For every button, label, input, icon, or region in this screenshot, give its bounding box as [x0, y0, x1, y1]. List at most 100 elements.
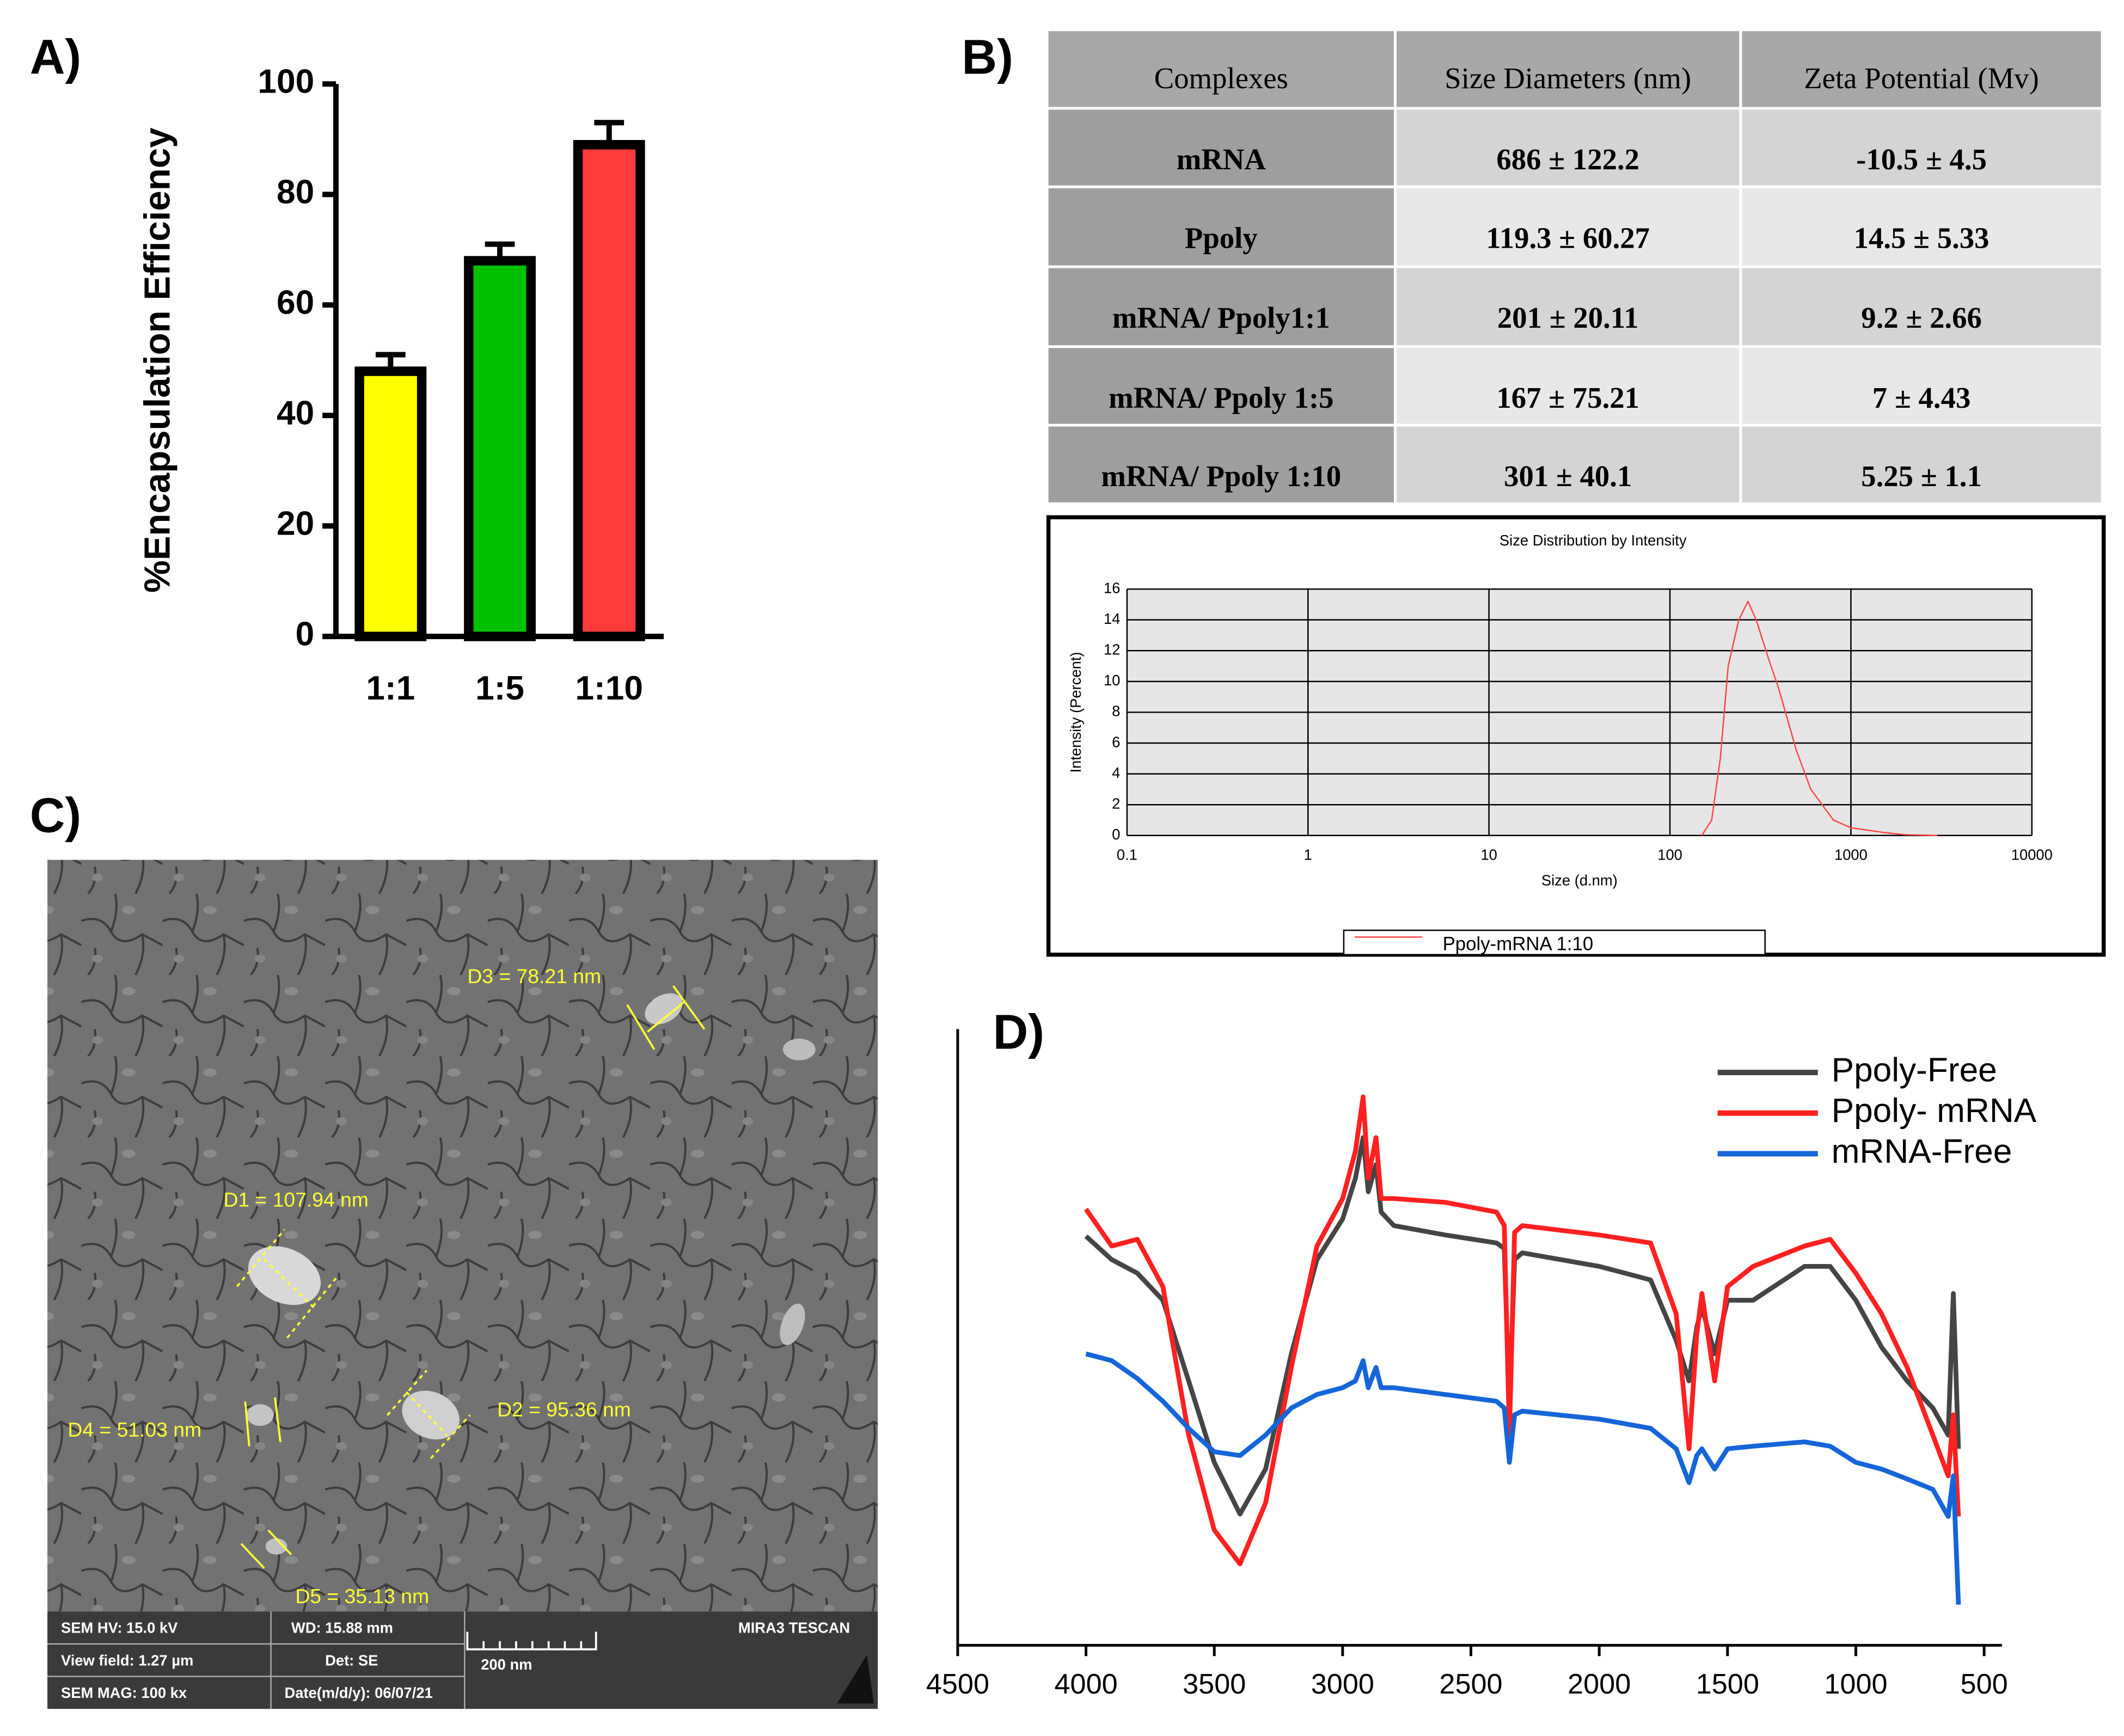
x-tick-label: 2500 — [1439, 1668, 1502, 1700]
table-text: mRNA/ Ppoly 1:5 — [1109, 381, 1333, 414]
sem-info-bar — [47, 1611, 878, 1709]
y-tick-label: 100 — [258, 63, 314, 101]
sem-info: SEM HV: 15.0 kV — [61, 1620, 178, 1636]
table-cell — [1045, 424, 1397, 505]
sem-info: Date(m/d/y): 06/07/21 — [284, 1684, 432, 1701]
y-tick-label: 0 — [296, 616, 315, 653]
x-axis-label: Size (d.nm) — [1541, 872, 1618, 889]
y-tick-label: 4 — [1112, 764, 1120, 781]
measurement-label: D5 = 35.13 nm — [295, 1585, 429, 1608]
table-text: mRNA — [1177, 143, 1266, 176]
x-tick-label: 10000 — [2011, 846, 2053, 863]
y-tick-label: 60 — [277, 284, 314, 322]
table-text: Ppoly — [1185, 221, 1258, 254]
measurement-label: D2 = 95.36 nm — [497, 1398, 631, 1421]
sem-info: SEM MAG: 100 kx — [61, 1684, 187, 1701]
series-line — [1701, 600, 1937, 837]
series-line — [1085, 1351, 1961, 1605]
x-tick-label: 1000 — [1824, 1668, 1887, 1700]
x-tick-label: 10 — [1480, 846, 1497, 863]
x-tick-label: 3000 — [1311, 1668, 1374, 1700]
y-axis-label: Intensity (Percent) — [1067, 652, 1084, 772]
y-axis-label: %Encapsulation Efficiency — [137, 127, 177, 593]
y-tick-label: 40 — [277, 395, 314, 432]
table-cell — [1739, 345, 2104, 427]
x-tick-label: 0.1 — [1117, 846, 1137, 863]
sem-info: 200 nm — [481, 1656, 532, 1673]
table-cell — [1739, 265, 2104, 348]
y-tick-label: 16 — [1104, 579, 1120, 596]
table-text: 14.5 ± 5.33 — [1854, 221, 1990, 254]
table-cell — [1045, 28, 1397, 110]
particle — [402, 1390, 460, 1440]
table-text: mRNA/ Ppoly 1:10 — [1101, 459, 1341, 493]
y-tick-label: 10 — [1104, 672, 1120, 689]
sem-image — [47, 860, 878, 1709]
table-cell — [1394, 265, 1742, 348]
sem-background — [47, 860, 878, 1612]
x-tick-label: 1500 — [1696, 1668, 1759, 1700]
table-text: 119.3 ± 60.27 — [1486, 221, 1650, 254]
x-tick-label: 1 — [1304, 846, 1312, 863]
measure-lines — [236, 985, 706, 1569]
table-cell — [1739, 424, 2104, 505]
table-header: Zeta Potential (Mv) — [1804, 62, 2039, 95]
y-tick-label: 6 — [1112, 733, 1120, 750]
table-text: 7 ± 4.43 — [1872, 381, 1971, 414]
x-tick-label: 3500 — [1183, 1668, 1246, 1700]
legend-label: mRNA-Free — [1832, 1133, 2012, 1170]
legend-label: Ppoly-Free — [1832, 1052, 1997, 1089]
y-tick-label: 0 — [1112, 826, 1120, 843]
x-tick-label: 1:1 — [366, 670, 415, 707]
table-text: 301 ± 40.1 — [1504, 459, 1632, 493]
table-cell — [1394, 345, 1742, 427]
table-text: -10.5 ± 4.5 — [1856, 143, 1987, 176]
chart-title: Size Distribution by Intensity — [1499, 532, 1687, 549]
table-cell — [1045, 265, 1397, 348]
y-tick-label: 8 — [1112, 703, 1120, 720]
sem-info-grid — [47, 1611, 466, 1709]
series-line — [1084, 1094, 1961, 1567]
sem-info: View field: 1.27 µm — [61, 1652, 193, 1668]
axes — [333, 84, 664, 640]
y-tick-label: 14 — [1104, 610, 1120, 627]
table-text: 201 ± 20.11 — [1497, 301, 1639, 334]
table-cell — [1394, 424, 1742, 505]
y-tick-label: 12 — [1104, 641, 1120, 658]
table-cell — [1045, 345, 1397, 427]
sem-info: WD: 15.88 mm — [291, 1620, 393, 1636]
x-tick-label: 1000 — [1834, 846, 1868, 863]
panel-label: B) — [962, 30, 1013, 84]
y-tick-label: 80 — [277, 174, 314, 211]
sem-info: Det: SE — [325, 1652, 378, 1668]
table-text: 167 ± 75.21 — [1496, 381, 1639, 414]
table-cell — [1739, 185, 2104, 268]
particle — [780, 1303, 805, 1345]
x-tick-label: 4000 — [1054, 1668, 1117, 1700]
bar — [573, 140, 645, 641]
particle — [246, 1404, 274, 1426]
x-tick-label: 1:10 — [575, 670, 642, 707]
x-tick-label: 100 — [1657, 846, 1682, 863]
table-cell — [1394, 185, 1742, 268]
table-cell — [1394, 107, 1742, 188]
table-text: mRNA/ Ppoly1:1 — [1112, 301, 1330, 334]
table-text: 686 ± 122.2 — [1496, 143, 1639, 176]
legend-label: Ppoly- mRNA — [1832, 1092, 2037, 1130]
table-header: Size Diameters (nm) — [1444, 62, 1691, 95]
x-tick-label: 2000 — [1568, 1668, 1631, 1700]
particle — [645, 993, 683, 1025]
particle — [782, 1038, 816, 1060]
measurement-label: D1 = 107.94 nm — [224, 1188, 369, 1211]
panel-label: A) — [30, 30, 82, 84]
table-cell — [1394, 28, 1742, 110]
table-header: Complexes — [1154, 62, 1288, 95]
y-tick-label: 20 — [277, 505, 314, 543]
scale-bar — [466, 1631, 597, 1651]
legend-label: Ppoly-mRNA 1:10 — [1443, 933, 1594, 954]
logo — [837, 1654, 874, 1704]
panel-label: D) — [993, 1005, 1045, 1059]
measurement-label: D4 = 51.03 nm — [68, 1418, 201, 1441]
